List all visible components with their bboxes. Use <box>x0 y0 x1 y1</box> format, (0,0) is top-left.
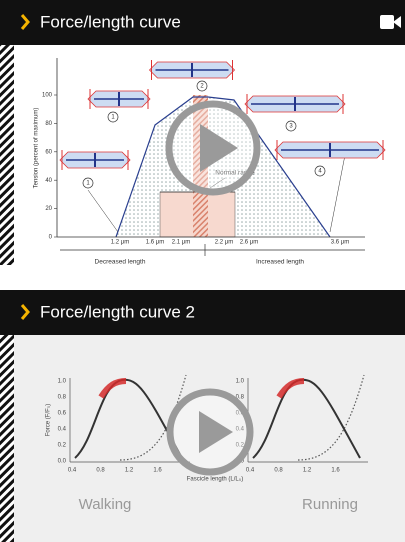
sarcomere-icon <box>244 94 346 114</box>
panel-label: Running <box>302 496 358 513</box>
card-title: Force/length curve <box>40 12 181 31</box>
thumbnail-figure: Force (F/F₀) Fascicle length (L/L₀) 0.00… <box>46 374 368 513</box>
y-tick-label: 60 <box>45 149 52 155</box>
marker-circle <box>196 80 208 92</box>
video-card[interactable]: Force/length curve 2 Force (F/F₀) Fascic… <box>0 290 405 542</box>
x-tick-label: 1.6 μm <box>146 240 164 246</box>
operating-range <box>98 378 127 399</box>
arrow-label: Increased length <box>256 259 304 266</box>
card-header <box>0 0 405 45</box>
x-tick-label: 1.2 μm <box>111 240 129 246</box>
leader-line <box>87 189 119 233</box>
y-tick-label: 0.8 <box>236 395 245 401</box>
x-tick-label: 0.8 <box>96 468 105 474</box>
y-tick-label: 0.2 <box>58 443 67 449</box>
x-tick-label: 1.6 <box>331 468 340 474</box>
y-tick-label: 0 <box>49 235 53 241</box>
sarcomere-icon <box>274 140 386 160</box>
annotation: Normal range <box>215 170 255 177</box>
leader-line <box>209 177 226 189</box>
marker-circle <box>82 177 94 189</box>
marker-label: 1 <box>111 115 115 121</box>
y-tick-label: 0.2 <box>236 443 245 449</box>
card-title: Force/length curve 2 <box>40 302 195 321</box>
x-axis-label: Fascicle length (L/L₀) <box>187 477 244 483</box>
hatched-strip <box>0 45 14 265</box>
y-axis-label: Tension (percent of maximum) <box>34 108 40 189</box>
video-card[interactable]: Force/length curve Tension (percent of m… <box>0 0 405 266</box>
marker-circle <box>285 120 297 132</box>
passive-curve <box>297 374 365 461</box>
x-tick-label: 2.6 μm <box>240 240 258 246</box>
arrow-label: Decreased length <box>95 259 146 266</box>
camera-icon <box>380 15 401 29</box>
x-tick-label: 1.2 <box>303 468 312 474</box>
y-tick-label: 0.6 <box>236 411 245 417</box>
y-tick-label: 0.0 <box>58 459 67 465</box>
x-tick-label: 1.6 <box>153 468 162 474</box>
y-tick-label: 40 <box>45 178 52 184</box>
marker-circle <box>314 165 326 177</box>
y-tick-label: 0.4 <box>58 427 67 433</box>
hatched-strip <box>0 335 14 542</box>
marker-label: 4 <box>318 169 322 175</box>
passive-curve <box>119 374 187 461</box>
x-tick-label: 1.2 <box>125 468 134 474</box>
x-tick-label: 3.6 μm <box>331 240 349 246</box>
marker-label: 3 <box>289 124 293 130</box>
sarcomere-icon <box>148 60 236 80</box>
operating-range <box>276 378 305 399</box>
y-tick-label: 1.0 <box>58 379 67 385</box>
y-tick-label: 0.4 <box>236 427 245 433</box>
play-button[interactable] <box>165 100 261 196</box>
marker-circle <box>107 111 119 123</box>
play-button[interactable] <box>166 388 254 476</box>
y-tick-label: 1.0 <box>236 379 245 385</box>
y-tick-label: 100 <box>42 93 53 99</box>
x-tick-label: 2.2 μm <box>215 240 233 246</box>
panel-label: Walking <box>79 496 132 513</box>
marker-label: 2 <box>200 84 204 90</box>
sarcomere-icon <box>87 89 151 109</box>
sarcomere-icon <box>59 150 131 170</box>
y-tick-label: 0.6 <box>58 411 67 417</box>
y-tick-label: 20 <box>45 206 52 212</box>
x-tick-label: 2.1 μm <box>172 240 190 246</box>
x-tick-label: 0.4 <box>68 468 77 474</box>
x-tick-label: 0.8 <box>274 468 283 474</box>
chevron-icon <box>20 14 30 30</box>
leader-line <box>329 154 346 233</box>
chevron-icon <box>20 304 30 320</box>
y-tick-label: 80 <box>45 121 52 127</box>
x-tick-label: 0.4 <box>246 468 255 474</box>
y-axis-label: Force (F/F₀) <box>46 404 52 437</box>
y-tick-label: 0.8 <box>58 395 67 401</box>
marker-label: 1 <box>86 181 90 187</box>
card-header <box>0 290 405 335</box>
